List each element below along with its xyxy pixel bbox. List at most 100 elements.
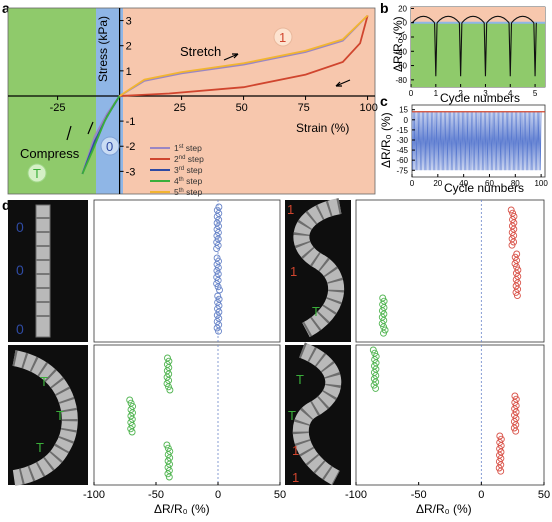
photo-t-badge-4: T (312, 304, 320, 319)
panel-d: d 0 0 0 T T T 1 1 T (2, 197, 550, 516)
photo-t-badge-3: T (36, 440, 44, 455)
a-series-line-4 (81, 95, 121, 175)
b-ytick-label: 0 (403, 19, 408, 28)
a-legend-label: 4th step (174, 176, 202, 186)
panel-a-axes: -25 25 50 75 100 -3 -2 -1 1 2 3 (8, 8, 378, 194)
b-xtick-label: 2 (458, 89, 463, 98)
c-ytick-label: 0 (404, 116, 409, 125)
a-xtick-label: 25 (174, 102, 186, 114)
one-badge (273, 27, 293, 47)
photo-one-badge-3: 1 (292, 443, 299, 458)
d-point (510, 424, 518, 432)
d-point (213, 245, 221, 253)
panel-c-plot: 150-15-30-45-60-750 20 40 60 80 100 (396, 106, 548, 188)
panel-b-plot: 200-20-40-60-800 1 2 3 4 5 (395, 4, 545, 98)
b-xtick-label: 1 (434, 89, 439, 98)
zero-region (96, 8, 123, 194)
a-ytick-label: 3 (126, 16, 132, 28)
d-point (214, 241, 222, 249)
b-xlabel: Cycle numbers (440, 91, 520, 105)
t-badge (27, 163, 47, 183)
c-xtick-label: 20 (433, 179, 442, 188)
photo-t-badge-1: T (40, 374, 48, 389)
c-ytick-label: -75 (396, 166, 408, 175)
d-point (507, 206, 515, 214)
b-xtick-label: 3 (483, 89, 488, 98)
c-xlabel: Cycle numbers (444, 181, 524, 195)
d-plot-top-right (355, 199, 545, 343)
photo-top-left: 0 0 0 (8, 200, 88, 342)
photo-t-badge-2: T (56, 408, 64, 423)
d-xtick-right-label: -100 (345, 489, 367, 501)
panel-d-axes: -100 -50 0 50 -100 -50 0 50 (83, 482, 550, 501)
b-stretch-region (411, 7, 545, 23)
stretch-arrowhead-icon (232, 53, 239, 59)
d-point (126, 396, 134, 404)
b-compress-region (411, 22, 545, 87)
d-xtick-left-label: -50 (148, 489, 164, 501)
d-point (508, 241, 516, 249)
a-xtick-label: -25 (50, 102, 66, 114)
d-plot-bottom-right (355, 344, 545, 486)
panel-label-b: b (380, 0, 389, 16)
compress-region (8, 8, 96, 194)
c-ylabel: ΔR/R₀ (%) (379, 112, 393, 168)
c-ytick-label: 15 (399, 106, 408, 115)
t-badge-text: T (33, 166, 41, 181)
b-xtick-label: 5 (533, 89, 538, 98)
d-point (497, 467, 505, 475)
compress-annotation: Compress (20, 146, 80, 161)
d-point (165, 383, 172, 391)
d-point (163, 380, 171, 388)
d-point (380, 329, 387, 337)
d-xtick-right-label: -50 (411, 489, 427, 501)
a-legend-label: 2nd step (174, 154, 204, 164)
return-arrow-icon (335, 79, 351, 87)
panel-label-c: c (380, 93, 388, 109)
a-ylabel: Stress (kPa) (96, 16, 110, 82)
b-series-stretch (411, 15, 535, 24)
d-point (381, 326, 389, 334)
d-point (370, 381, 378, 389)
compress-arrow-left-icon (66, 125, 72, 141)
photo-t-badge-6: T (288, 408, 296, 423)
d-point (495, 464, 503, 472)
c-xtick-label: 0 (410, 179, 415, 188)
d-point (513, 292, 521, 300)
d-point (369, 346, 377, 354)
d-xlabel-right: ΔR/R₀ (%) (416, 502, 472, 516)
a-xtick-label: 75 (298, 102, 310, 114)
photo-bottom-left: T T T (8, 345, 88, 486)
d-point (166, 386, 174, 394)
c-xtick-label: 100 (534, 179, 548, 188)
photo-bottom-right: T T 1 1 (285, 342, 351, 486)
a-ytick-label: -2 (126, 141, 136, 153)
c-xtick-label: 60 (485, 179, 494, 188)
stretch-annotation: Stretch (180, 44, 221, 59)
a-xtick-label: 50 (236, 102, 248, 114)
zero-badge (100, 136, 120, 156)
one-badge-text: 1 (279, 30, 286, 45)
a-series-line-2 (119, 15, 369, 97)
zero-badge-text: 0 (106, 139, 113, 154)
d-point (216, 286, 223, 294)
a-ytick-label: 2 (126, 41, 132, 53)
photo-t-badge-5: T (296, 372, 304, 387)
d-xlabel-left: ΔR/R₀ (%) (154, 502, 210, 516)
a-xlabel: Strain (%) (296, 121, 349, 135)
c-ytick-label: -30 (396, 136, 408, 145)
b-ylabel: ΔR/R₀ (%) (391, 16, 405, 72)
d-point (128, 428, 136, 436)
b-xtick-label: 0 (409, 89, 414, 98)
d-point (511, 260, 519, 268)
d-xtick-right-label: 50 (538, 489, 550, 501)
panel-label-d: d (2, 197, 11, 213)
c-xtick-label: 40 (459, 179, 468, 188)
c-xtick-label: 80 (511, 179, 520, 188)
d-point (372, 384, 380, 392)
a-xtick-label: 100 (360, 102, 378, 114)
panel-label-a: a (2, 0, 10, 16)
d-point (165, 473, 173, 481)
d-plot-top-left (93, 199, 281, 343)
